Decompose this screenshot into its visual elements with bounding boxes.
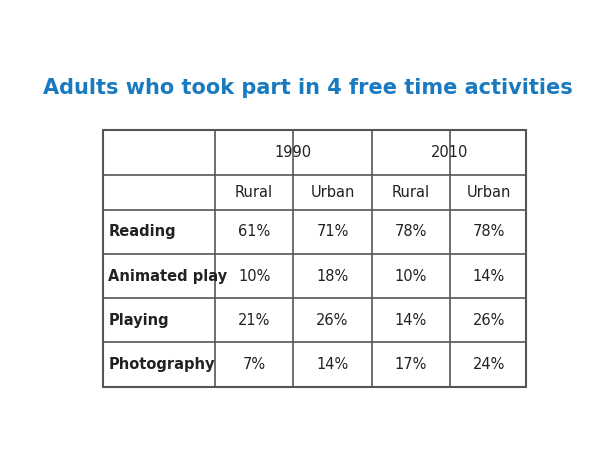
Text: 10%: 10% <box>395 269 427 284</box>
Text: Animated play: Animated play <box>109 269 227 284</box>
Text: Playing: Playing <box>109 313 169 328</box>
Text: 78%: 78% <box>395 225 427 239</box>
Text: Rural: Rural <box>235 185 273 200</box>
Text: 21%: 21% <box>238 313 271 328</box>
Text: Reading: Reading <box>109 225 176 239</box>
Text: 14%: 14% <box>316 357 349 372</box>
Text: Urban: Urban <box>310 185 355 200</box>
Text: 14%: 14% <box>473 269 505 284</box>
Text: Photography: Photography <box>109 357 215 372</box>
Text: 26%: 26% <box>316 313 349 328</box>
Text: 17%: 17% <box>395 357 427 372</box>
Text: 71%: 71% <box>316 225 349 239</box>
Text: Adults who took part in 4 free time activities: Adults who took part in 4 free time acti… <box>43 78 572 98</box>
Text: 1990: 1990 <box>275 145 312 160</box>
Text: 24%: 24% <box>473 357 505 372</box>
Text: 61%: 61% <box>238 225 271 239</box>
Text: 78%: 78% <box>473 225 505 239</box>
Text: 18%: 18% <box>316 269 349 284</box>
Text: 2010: 2010 <box>431 145 469 160</box>
Text: 10%: 10% <box>238 269 271 284</box>
Text: 26%: 26% <box>473 313 505 328</box>
Text: 7%: 7% <box>242 357 266 372</box>
Text: Rural: Rural <box>392 185 430 200</box>
Text: 14%: 14% <box>395 313 427 328</box>
Text: Urban: Urban <box>467 185 511 200</box>
